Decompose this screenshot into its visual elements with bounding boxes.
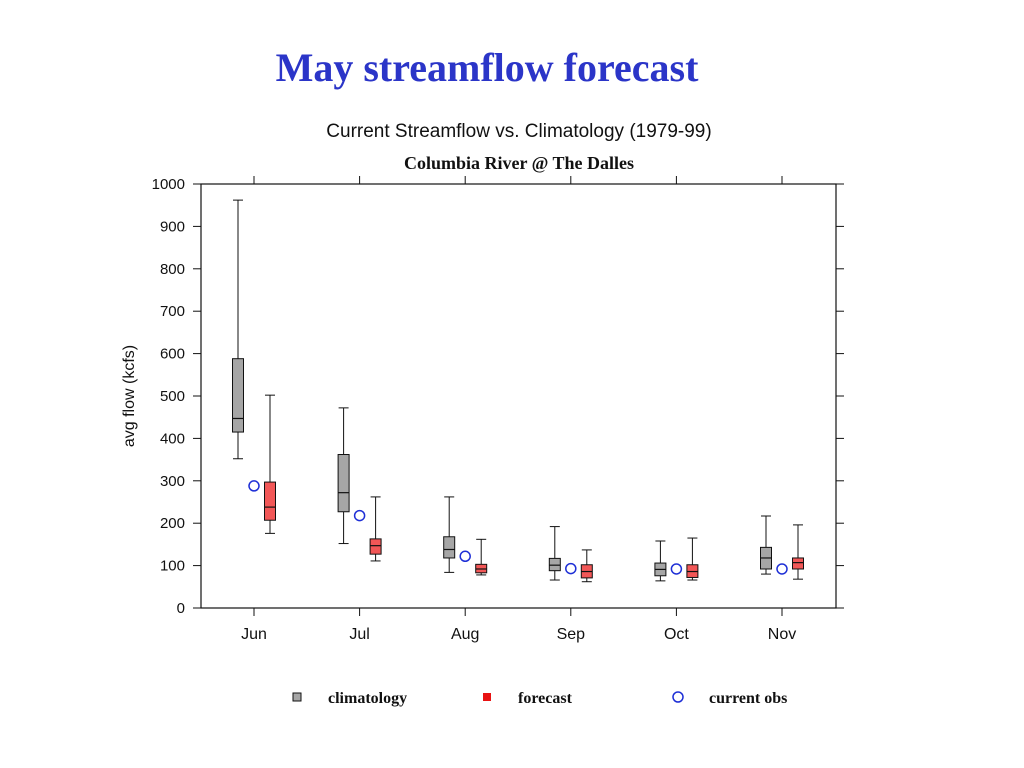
x-tick-label: Jun [241,626,267,643]
y-tick-label: 800 [160,261,185,278]
plot-frame [200,183,837,609]
legend: climatology forecast current obs [292,690,787,707]
forecast-iqr-box [369,538,382,555]
x-tick-label: Sep [557,626,586,643]
y-tick-label: 0 [177,600,185,617]
climatology-iqr-box [443,536,456,559]
current-obs-point [248,480,260,492]
x-tick-label: Aug [451,626,479,643]
box-marks [232,199,804,583]
y-tick-label: 200 [160,515,185,532]
climatology-box [443,496,456,573]
forecast-box [475,538,488,576]
forecast-box [580,549,593,583]
climatology-box [337,407,350,545]
climatology-iqr-box [548,557,561,572]
y-tick-label: 900 [160,218,185,235]
slide-title: May streamflow forecast [275,45,699,90]
current-obs-point [353,509,366,522]
y-tick-label: 500 [160,388,185,405]
y-tick-label: 100 [160,558,185,575]
y-axis-ticks: 0 100 200 300 400 500 600 700 800 900 1000 [152,176,844,617]
climatology-iqr-box [232,358,244,433]
x-axis-ticks: Jun Jul Aug Sep Oct Nov [241,176,796,643]
legend-swatch-current-obs [672,691,684,703]
forecast-box [264,394,276,534]
x-tick-label: Oct [664,626,689,643]
chart-title: Current Streamflow vs. Climatology (1979… [326,121,711,142]
current-obs-point [670,563,683,575]
forecast-box [792,524,804,580]
forecast-box [369,496,382,562]
current-obs-point [776,563,788,575]
climatology-box [654,540,667,582]
forecast-box [686,537,699,581]
x-tick-label: Jul [349,626,369,643]
forecast-iqr-box [264,481,276,521]
y-tick-label: 400 [160,430,185,447]
climatology-iqr-box [337,454,350,513]
y-tick-label: 1000 [152,176,185,193]
legend-label-forecast: forecast [518,690,573,707]
y-tick-label: 700 [160,303,185,320]
chart-subtitle: Columbia River @ The Dalles [404,153,634,173]
current-obs-point [565,562,577,575]
climatology-box [548,526,561,581]
climatology-box [232,199,244,460]
y-tick-label: 600 [160,346,185,363]
y-axis-label: avg flow (kcfs) [121,345,138,447]
x-tick-label: Nov [768,626,796,643]
legend-swatch-climatology [292,692,302,702]
y-tick-label: 300 [160,473,185,490]
forecast-iqr-box [792,557,804,570]
legend-label-climatology: climatology [328,690,407,707]
current-obs-point [459,550,471,563]
climatology-box [760,515,772,575]
legend-swatch-forecast [483,693,491,701]
legend-label-current-obs: current obs [709,690,787,707]
